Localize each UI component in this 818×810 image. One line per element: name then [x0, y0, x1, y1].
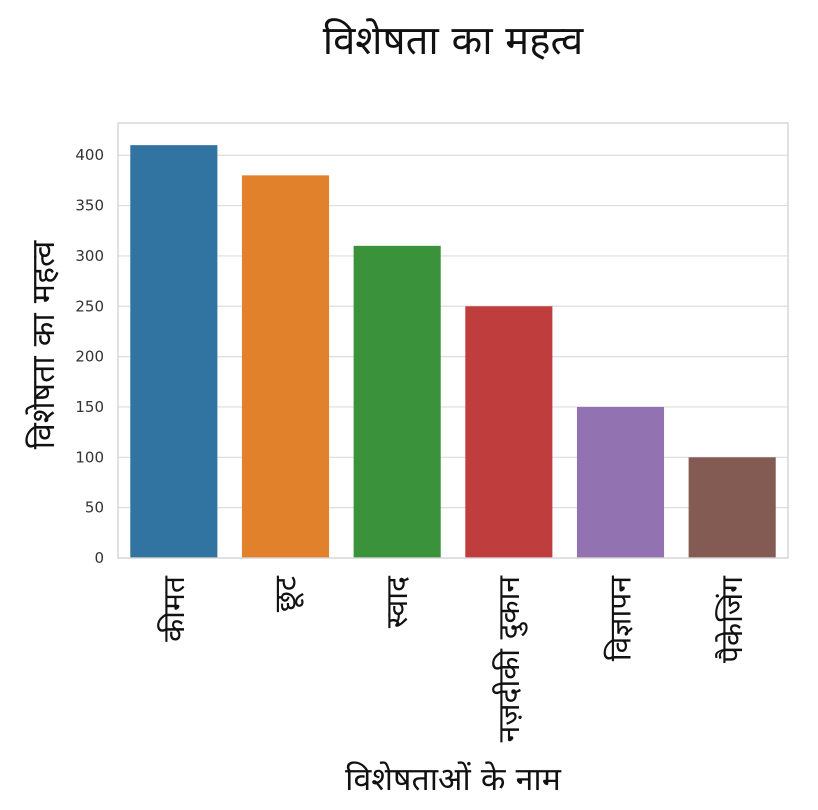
y-tick-label: 0	[94, 549, 104, 567]
bar	[353, 245, 441, 558]
bar	[130, 145, 218, 558]
x-tick-label: नज़दीकी दुकान	[492, 575, 528, 743]
x-tick-label: छूट	[269, 575, 305, 612]
y-axis-label: विशेषता का महत्व	[24, 240, 62, 450]
bar	[576, 406, 665, 558]
x-axis-ticks: कीमत छूट स्वाद नज़दीकी दुकान विज्ञापन पैकेजिं…	[157, 575, 750, 743]
bar	[688, 457, 776, 558]
y-tick-label: 400	[75, 146, 104, 164]
x-tick-label: पैकेजिंग	[715, 575, 750, 663]
y-tick-label: 350	[75, 197, 104, 215]
gridlines	[118, 154, 788, 509]
y-tick-label: 250	[75, 297, 104, 315]
x-axis-label: विशेषताओं के नाम	[345, 760, 562, 798]
y-tick-label: 200	[75, 348, 104, 366]
y-tick-label: 100	[75, 448, 104, 466]
y-axis-ticks: 0 50 100 150 200 250 300 350 400	[75, 146, 104, 567]
chart-title: विशेषता का महत्व	[323, 18, 584, 64]
y-tick-label: 300	[75, 247, 104, 265]
y-tick-label: 150	[75, 398, 104, 416]
plot-frame	[117, 122, 789, 559]
y-tick-label: 50	[85, 499, 104, 517]
x-tick-label: स्वाद	[380, 575, 415, 628]
bar	[465, 306, 553, 558]
bars	[130, 145, 776, 558]
x-tick-label: कीमत	[157, 575, 192, 642]
bar	[241, 175, 330, 558]
x-tick-label: विज्ञापन	[604, 575, 639, 661]
